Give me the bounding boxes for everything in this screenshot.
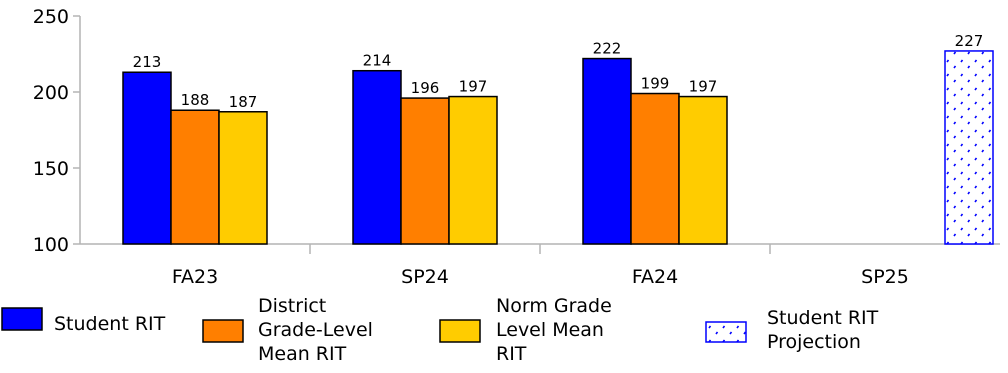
legend-label-line: Norm Grade (496, 295, 612, 317)
legend-swatch (1, 307, 43, 331)
legend-swatch (705, 321, 747, 343)
legend-item: District Grade-Level Mean RIT (202, 295, 373, 365)
legend-swatch (202, 319, 244, 343)
legend-item: Student RIT (1, 307, 166, 335)
x-tick-label: FA23 (172, 266, 218, 288)
bar-fa23-series-2 (170, 109, 220, 245)
legend-label-line: District (258, 295, 326, 317)
bar-value-label: 188 (181, 91, 210, 109)
bar-value-label: 213 (133, 53, 162, 71)
legend-label-line: Level Mean (496, 319, 604, 341)
bar-value-label: 227 (955, 32, 984, 50)
value-labels: 213 188 187 214 196 197 222 199 197 227 (133, 32, 984, 111)
legend-label-line: Student RIT (767, 307, 879, 329)
bar-value-label: 214 (363, 52, 392, 70)
bars (122, 50, 994, 245)
bar-value-label: 197 (689, 78, 718, 96)
x-tick-label: SP25 (861, 266, 909, 288)
legend-label-line: Projection (767, 331, 861, 353)
legend-label: Norm Grade Level Mean RIT (496, 295, 612, 365)
legend-label-line: Grade-Level (258, 319, 373, 341)
legend-label: District Grade-Level Mean RIT (258, 295, 373, 365)
bar-sp24-series-2 (400, 97, 450, 245)
bar-sp24-series-1 (352, 69, 402, 245)
bar-fa24-series-1 (582, 57, 632, 245)
legend-label: Student RIT Projection (767, 307, 879, 353)
y-tick-label: 100 (33, 234, 69, 256)
y-tick-label: 150 (33, 158, 69, 180)
legend-label-line: Student RIT (54, 313, 166, 335)
legend-label-line: Mean RIT (258, 343, 347, 365)
bar-value-label: 199 (641, 75, 670, 93)
legend-swatch (439, 319, 481, 343)
bar-fa23-series-1 (122, 71, 172, 245)
legend-item: Norm Grade Level Mean RIT (439, 295, 612, 365)
bar-value-label: 187 (229, 93, 258, 111)
legend-label: Student RIT (54, 313, 166, 335)
bar-value-label: 197 (459, 78, 488, 96)
bar-sp25-series-4 (944, 50, 994, 245)
bar-value-label: 196 (411, 79, 440, 97)
y-tick-label: 200 (33, 82, 69, 104)
bar-fa23-series-3 (218, 111, 268, 245)
legend-label-line: RIT (496, 343, 527, 365)
legend: Student RIT District Grade-Level Mean RIT No… (1, 295, 879, 365)
legend-item: Student RIT Projection (705, 307, 879, 353)
y-tick-label: 250 (33, 6, 69, 28)
bar-fa24-series-3 (678, 95, 728, 245)
bar-fa24-series-2 (630, 92, 680, 245)
x-tick-label: SP24 (401, 266, 449, 288)
bar-sp24-series-3 (448, 95, 498, 245)
x-tick-label: FA24 (632, 266, 678, 288)
bar-value-label: 222 (593, 40, 622, 58)
